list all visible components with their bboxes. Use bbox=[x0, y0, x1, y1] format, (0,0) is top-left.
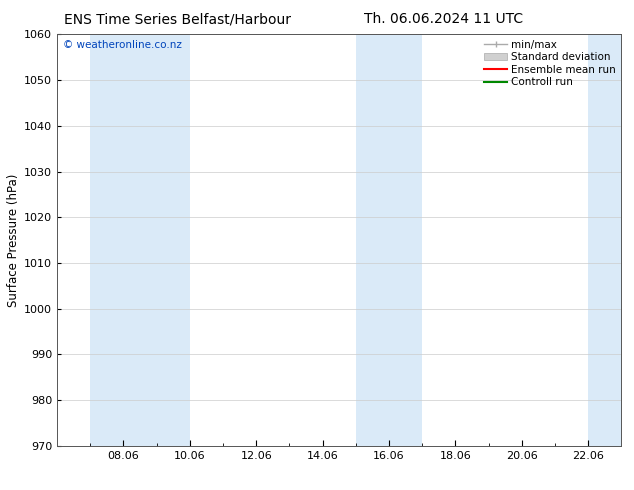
Title: ENS Time Series Belfast/Harbour     Th. 06.06.2024 11 UTC: ENS Time Series Belfast/Harbour Th. 06.0… bbox=[0, 489, 1, 490]
Bar bbox=[588, 34, 621, 446]
Bar bbox=[90, 34, 190, 446]
Text: ENS Time Series Belfast/Harbour: ENS Time Series Belfast/Harbour bbox=[64, 12, 291, 26]
Y-axis label: Surface Pressure (hPa): Surface Pressure (hPa) bbox=[7, 173, 20, 307]
Bar bbox=[356, 34, 422, 446]
Text: Th. 06.06.2024 11 UTC: Th. 06.06.2024 11 UTC bbox=[365, 12, 523, 26]
Text: © weatheronline.co.nz: © weatheronline.co.nz bbox=[63, 41, 181, 50]
Legend: min/max, Standard deviation, Ensemble mean run, Controll run: min/max, Standard deviation, Ensemble me… bbox=[482, 37, 618, 89]
